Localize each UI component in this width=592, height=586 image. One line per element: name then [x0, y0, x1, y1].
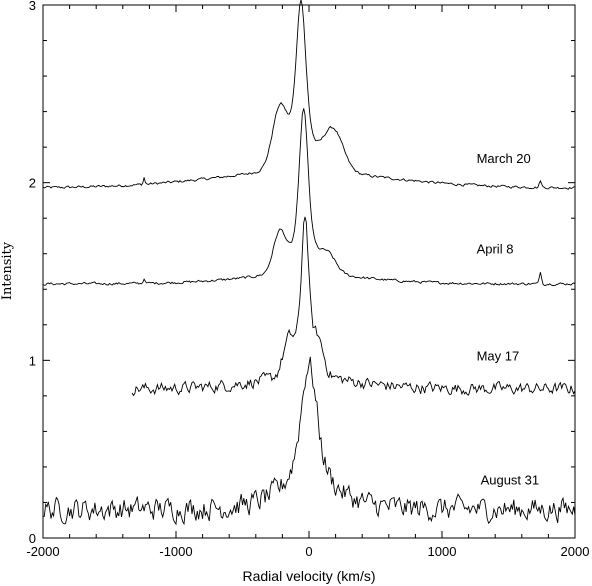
series-line: [42, 0, 576, 190]
axis-ticks: [42, 4, 576, 539]
y-axis-label: Intensity: [0, 241, 15, 300]
y-tick-label: 2: [29, 176, 36, 191]
series-label: August 31: [481, 473, 540, 488]
series-label: April 8: [477, 242, 514, 257]
series-labels: March 20 April 8 May 17 August 31: [477, 151, 540, 488]
series-line: [42, 356, 576, 526]
x-tick-label: -1000: [159, 544, 192, 559]
axis-tick-labels: -2000 -1000 0 1000 2000 0 1 2 3: [26, 0, 589, 559]
y-tick-label: 3: [29, 0, 36, 13]
series-lines: [42, 0, 576, 526]
x-axis-label: Radial velocity (km/s): [242, 568, 375, 584]
y-tick-label: 1: [29, 353, 36, 368]
x-tick-label: 1000: [428, 544, 457, 559]
series-line: [42, 108, 576, 287]
x-tick-label: 2000: [561, 544, 590, 559]
x-tick-label: 0: [305, 544, 312, 559]
y-tick-label: 0: [29, 531, 36, 546]
series-label: March 20: [477, 151, 531, 166]
series-label: May 17: [477, 348, 520, 363]
series-line: [131, 216, 576, 397]
x-tick-label: -2000: [26, 544, 59, 559]
